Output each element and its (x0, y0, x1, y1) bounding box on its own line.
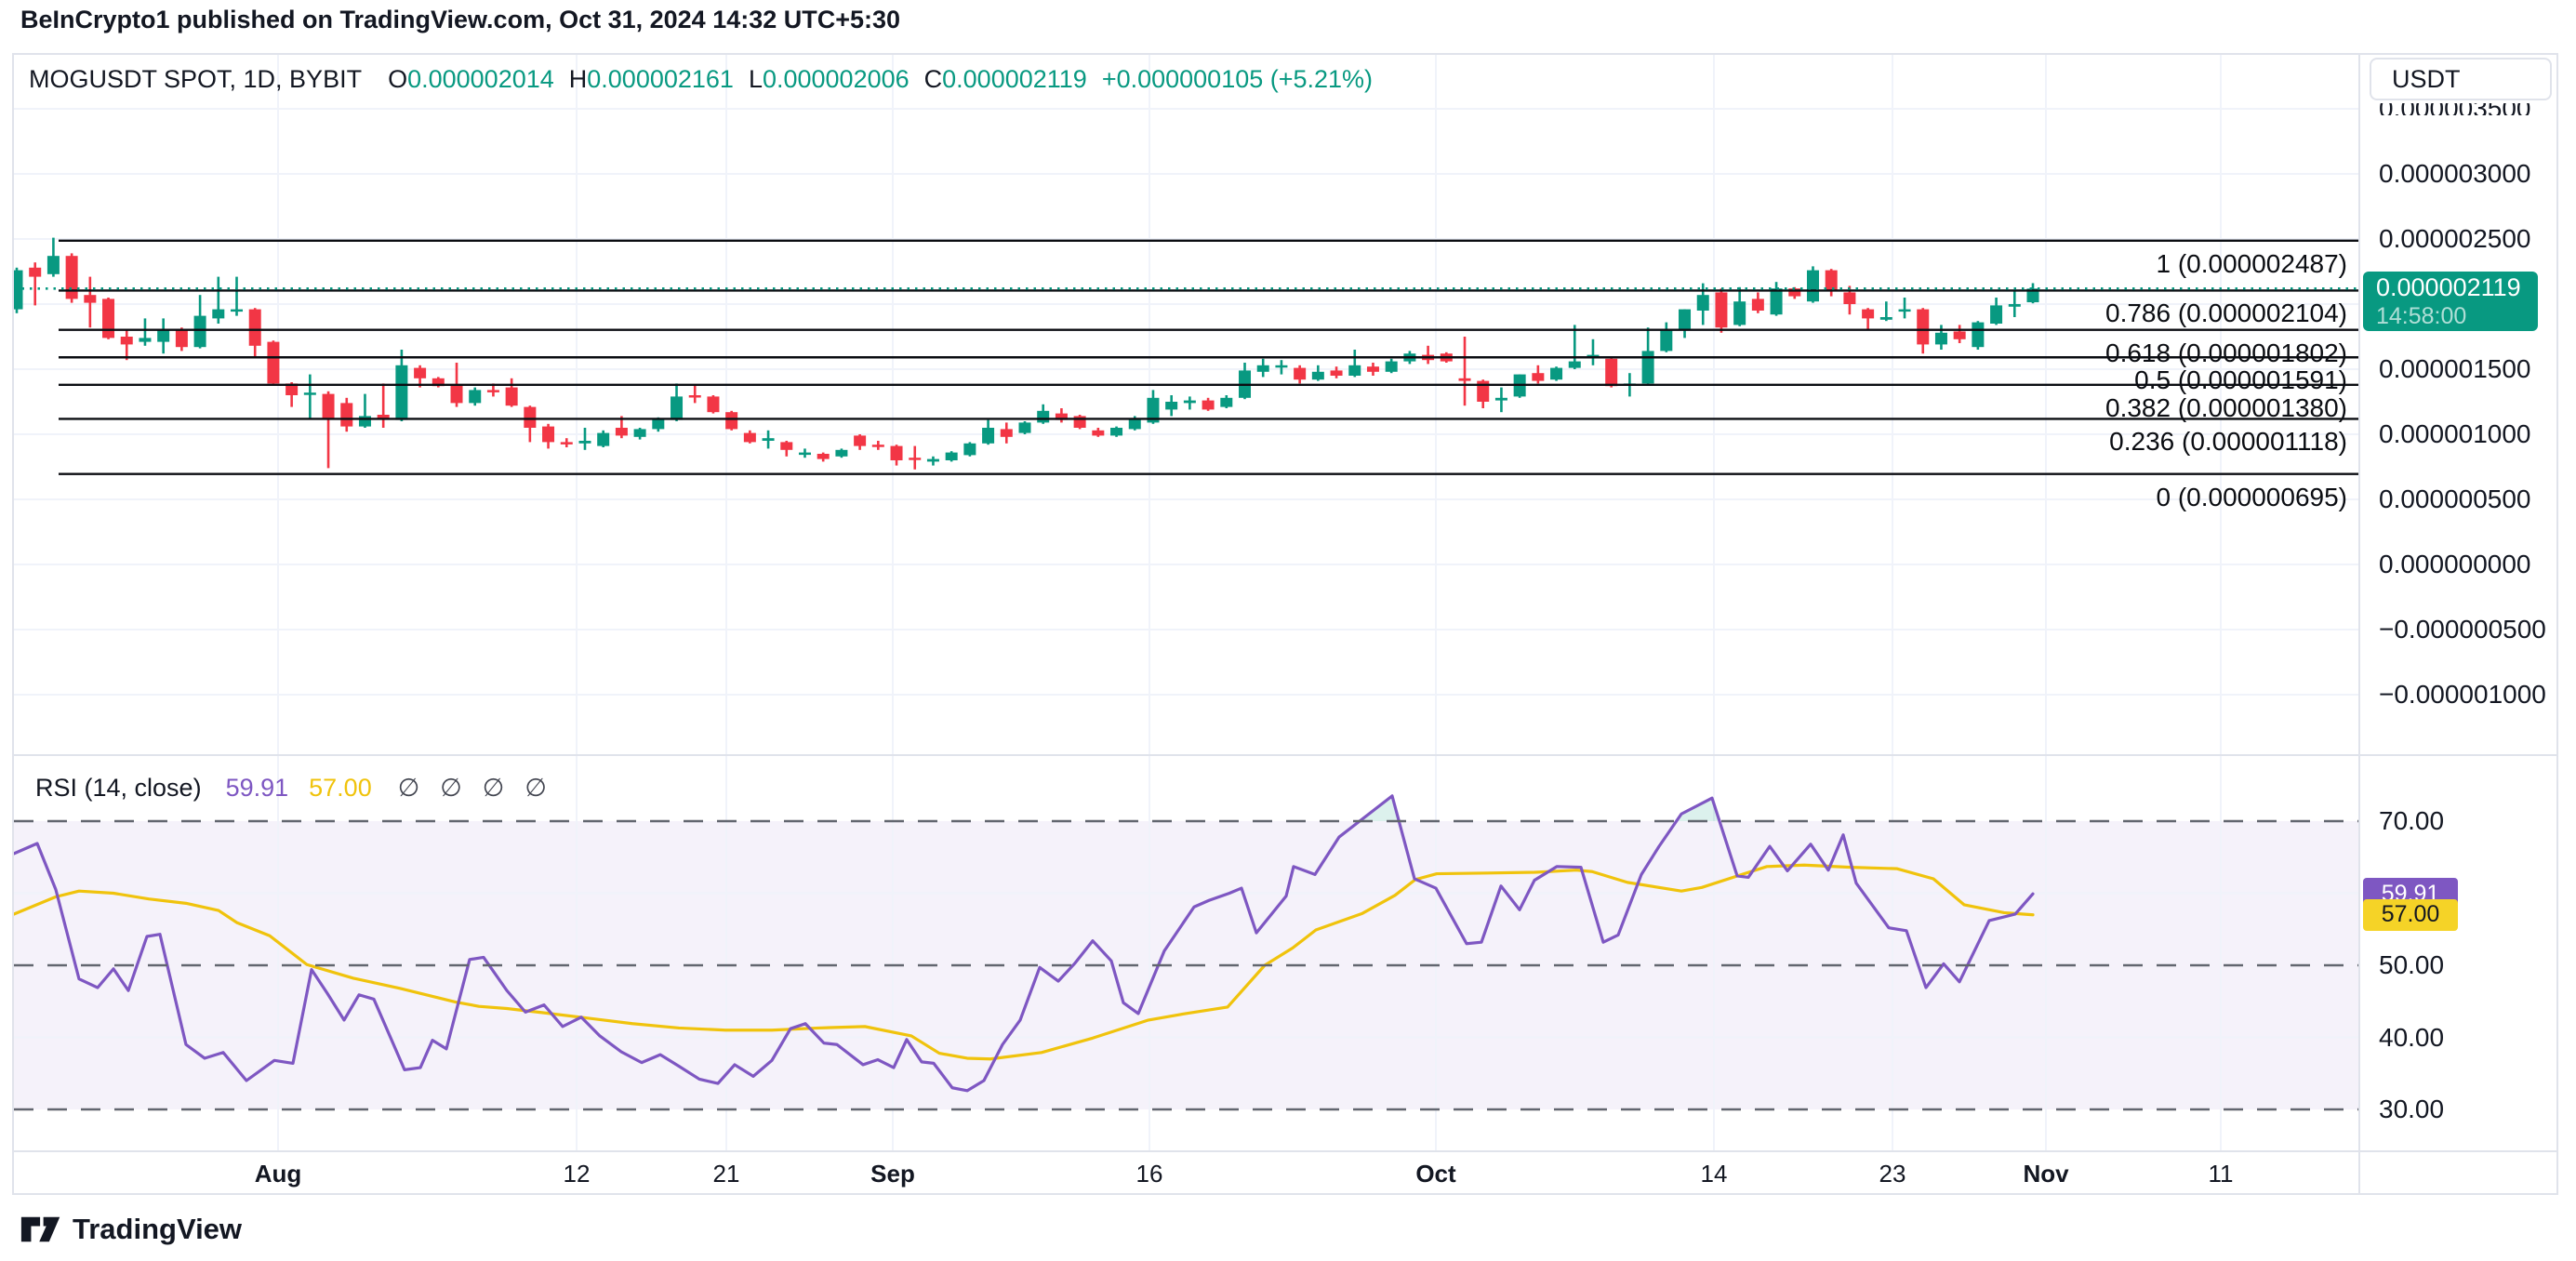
rsi-axis-label: 40.00 (2379, 1022, 2445, 1052)
rsi-empty-markers: ∅ ∅ ∅ ∅ (398, 774, 567, 803)
price-axis-label: 0.000002500 (2379, 224, 2531, 253)
empty-set-icon: ∅ (482, 774, 505, 802)
change-value: +0.000000105 (+5.21%) (1101, 65, 1374, 93)
rsi-axis-label: 70.00 (2379, 806, 2445, 835)
time-axis-label: Sep (870, 1160, 915, 1188)
time-axis-label: 21 (712, 1160, 740, 1188)
price-axis-label: 0.000000000 (2379, 550, 2531, 578)
rsi-value-badge: 57.00 (2363, 898, 2458, 931)
rsi-title[interactable]: RSI (14, close) (35, 774, 202, 802)
published-note: BeInCrypto1 published on TradingView.com… (20, 6, 901, 33)
time-axis-label: 12 (563, 1160, 591, 1188)
time-axis-label: 16 (1135, 1160, 1163, 1188)
current-price-value: 0.000002119 (2376, 273, 2521, 301)
current-price-time: 14:58:00 (2376, 303, 2467, 329)
rsi-axis-label: 30.00 (2379, 1095, 2445, 1123)
time-axis-label: Aug (254, 1160, 302, 1188)
price-axis-label: 0.000001000 (2379, 419, 2531, 448)
time-axis-label: Oct (1415, 1160, 1456, 1188)
price-axis-label: 0.000003000 (2379, 159, 2531, 188)
empty-set-icon: ∅ (440, 774, 462, 802)
ohlc-low: L0.000002006 (748, 65, 910, 93)
rsi-axis-label: 50.00 (2379, 950, 2445, 979)
rsi-value: 59.91 (225, 774, 289, 802)
currency-button[interactable]: USDT (2370, 58, 2552, 100)
fib-level-label: 0.382 (0.000001380) (2105, 392, 2347, 422)
tradingview-brand-text: TradingView (73, 1213, 243, 1245)
ohlc-close: C0.000002119 (923, 65, 1087, 93)
tradingview-logo (20, 1216, 60, 1242)
rsi-ma-value: 57.00 (309, 774, 372, 802)
time-axis-label: 23 (1879, 1160, 1906, 1188)
price-axis-label: −0.000001000 (2379, 680, 2546, 709)
empty-set-icon: ∅ (524, 774, 547, 802)
price-axis-label: 0.000001500 (2379, 354, 2531, 383)
fib-level-label: 0.236 (0.000001118) (2109, 427, 2347, 457)
current-price-badge: 0.000002119 14:58:00 (2363, 272, 2538, 331)
ohlc-high: H0.000002161 (568, 65, 734, 93)
price-axis-label: 0.000000500 (2379, 484, 2531, 513)
price-axis-clipped-label: 0.000003500 (2379, 103, 2531, 115)
fib-level-label: 0.5 (0.000001591) (2134, 365, 2347, 395)
fib-level-label: 0.618 (0.000001802) (2105, 338, 2347, 367)
symbol-title[interactable]: MOGUSDT SPOT, 1D, BYBIT (29, 65, 363, 93)
time-axis-label: 11 (2208, 1160, 2234, 1188)
rsi-legend: RSI (14, close) 59.91 57.00 ∅ ∅ ∅ ∅ (35, 774, 567, 803)
tradingview-attribution[interactable]: TradingView (20, 1213, 242, 1246)
time-axis-label: 14 (1700, 1160, 1728, 1188)
fib-level-label: 1 (0.000002487) (2156, 248, 2347, 278)
ohlc-open: O0.000002014 (388, 65, 554, 93)
empty-set-icon: ∅ (397, 774, 420, 802)
price-axis-label: −0.000000500 (2379, 615, 2546, 644)
fib-level-label: 0 (0.000000695) (2156, 482, 2347, 511)
fib-level-label: 0.786 (0.000002104) (2105, 299, 2347, 328)
time-axis-label: Nov (2023, 1160, 2069, 1188)
symbol-legend: MOGUSDT SPOT, 1D, BYBIT O0.000002014 H0.… (29, 65, 1373, 94)
